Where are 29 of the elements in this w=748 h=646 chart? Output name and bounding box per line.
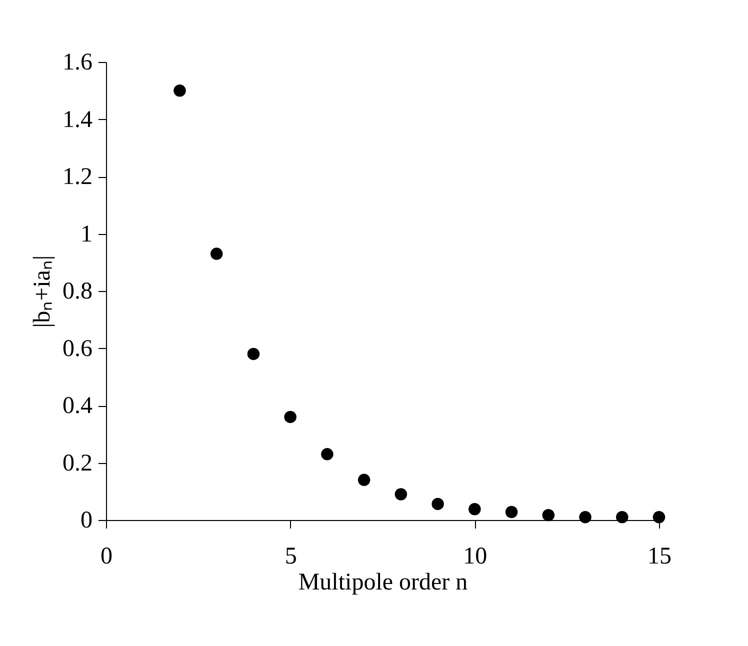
point (284, 410, 296, 424)
y-tick-label: 1 (80, 221, 92, 248)
y-tick-label: 1.2 (62, 164, 92, 190)
point (358, 474, 370, 486)
point (432, 498, 444, 510)
y-tick-label: 0.6 (62, 336, 92, 362)
point (616, 511, 628, 524)
point (542, 509, 555, 522)
x-tick-label: 0 (100, 544, 112, 570)
point (394, 488, 408, 500)
point (505, 506, 518, 518)
point (321, 448, 334, 460)
y-tick-label: 0.4 (62, 393, 92, 419)
point (579, 511, 592, 524)
x-tick-label: 15 (648, 544, 672, 570)
y-tick-label: 0.2 (62, 450, 92, 476)
y-tick-label: 1.4 (62, 106, 92, 133)
y-tick-label: 0.8 (62, 278, 92, 304)
y-axis-title: |bₙ+iaₙ| (30, 255, 56, 328)
x-axis-title: Multipole order n (298, 570, 468, 596)
x-tick-label: 5 (284, 544, 297, 570)
x-tick-label: 10 (463, 544, 488, 570)
point (247, 348, 260, 360)
point (210, 248, 223, 260)
point (652, 511, 666, 524)
y-tick-label: 0 (80, 508, 92, 534)
point (174, 84, 186, 97)
y-tick-label: 1.6 (62, 50, 92, 76)
point (468, 503, 481, 516)
